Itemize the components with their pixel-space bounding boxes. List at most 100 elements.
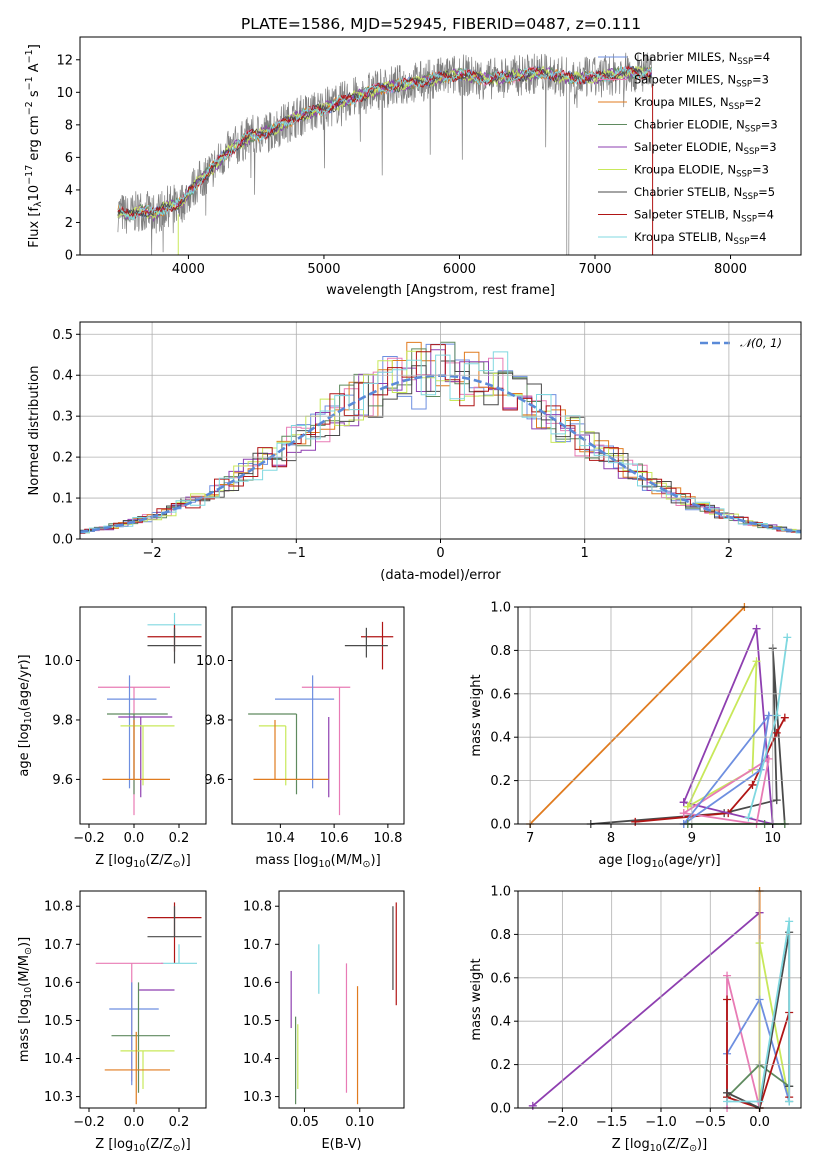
series-marker-salpeter-stelib (772, 728, 781, 737)
y-axis-label: mass [log10(M/M⊙)] (17, 937, 34, 1062)
label-part: 10 (27, 185, 42, 202)
x-axis-label: Z [log10(Z/Z⊙)] (95, 853, 190, 870)
mass_vs_ebv-panel (290, 902, 397, 1105)
legend-text: Kroupa ELODIE, N (634, 163, 736, 177)
salpeter-stelib-model-line (117, 65, 652, 219)
plot-frame (517, 606, 802, 825)
label-part: ⊙ (689, 1143, 697, 1154)
label-part: 10 (650, 1143, 662, 1154)
x-tick-label: 4000 (172, 262, 205, 277)
y-tick-label: 0.2 (490, 774, 511, 789)
label-part: Z [log (95, 1137, 133, 1152)
plot-frame (79, 606, 207, 825)
hist-salpeter-stelib (80, 344, 801, 534)
y-tick-label: 0.4 (490, 1015, 511, 1030)
y-axis-label: mass weight (469, 674, 484, 756)
x-tick-label: 10.8 (373, 831, 402, 846)
y-tick-label: 2 (65, 216, 73, 231)
y-tick-label: 10.5 (243, 1014, 272, 1029)
hist-kroupa-miles (80, 341, 801, 534)
label-part: 10 (23, 987, 34, 999)
y-tick-label: 9.8 (204, 713, 225, 728)
y-tick-label: 0.6 (490, 687, 511, 702)
legend-label-kroupa-elodie: Kroupa ELODIE, NSSP=3 (634, 163, 769, 180)
y-tick-label: 0.1 (52, 492, 73, 507)
plot-frame (231, 606, 405, 825)
spectrum-panel: wavelength [Angstrom, rest frame] Flux [f… (24, 44, 654, 298)
y-axis-label: Flux [fλ10−17 erg cm−2 s−1 A−1] (24, 44, 44, 248)
label-part: )] (371, 853, 381, 868)
y-tick-label: 0.8 (490, 644, 511, 659)
legend-suffix: =5 (758, 185, 775, 199)
legend-label-chabrier-stelib: Chabrier STELIB, NSSP=5 (634, 185, 775, 202)
y-tick-label: 0.0 (52, 533, 73, 548)
series-line-salpeter-elodie (532, 912, 761, 1107)
legend-label-normal: 𝒩(0, 1) (740, 336, 782, 350)
x-tick-label: −0.5 (694, 1115, 726, 1130)
y-tick-label: 4 (65, 183, 73, 198)
legend-suffix: =3 (761, 118, 778, 132)
label-part: Z [log (95, 853, 133, 868)
label-part: age [log (598, 853, 651, 868)
series-marker-salpeter-stelib (748, 780, 757, 789)
x-tick-label: 0 (436, 546, 444, 561)
plot-frame (79, 890, 207, 1109)
label-part: )] (181, 853, 191, 868)
y-tick-label: 1.0 (490, 601, 511, 616)
series-marker-salpeter-miles (679, 809, 688, 818)
label-part: ⊙ (173, 1143, 181, 1154)
x-tick-label: −0.2 (73, 1115, 105, 1130)
legend-suffix: =4 (749, 230, 766, 244)
legend-sub: SSP (736, 170, 752, 180)
series-marker-kroupa-stelib (785, 917, 794, 926)
series-marker-kroupa-elodie (683, 802, 692, 811)
y-tick-label: 9.6 (52, 773, 73, 788)
label-part: )] (181, 1137, 191, 1152)
y-tick-label: 12 (56, 53, 73, 68)
series-line-kroupa-miles (529, 606, 746, 825)
mass_weight_vs_age-panel: mass weight (469, 603, 792, 828)
y-tick-label: 6 (65, 151, 73, 166)
y-tick-label: 9.8 (52, 713, 73, 728)
label-part: Z [log (612, 1137, 650, 1152)
y-tick-label: 9.6 (204, 773, 225, 788)
label-part: −2 (24, 101, 35, 115)
label-part: 10 (23, 711, 34, 723)
legend-sub: SSP (729, 102, 745, 112)
y-tick-label: 10.8 (44, 900, 73, 915)
legend-text: Salpeter ELODIE, N (634, 140, 744, 154)
legend-text: Kroupa STELIB, N (634, 230, 734, 244)
y-tick-label: 10.0 (196, 654, 225, 669)
x-tick-label: −0.2 (73, 831, 105, 846)
label-part: −17 (24, 165, 35, 185)
legend-label-chabrier-elodie: Chabrier ELODIE, NSSP=3 (634, 118, 778, 135)
series-marker-salpeter-miles (764, 754, 773, 763)
x-axis-label: wavelength [Angstrom, rest frame] (326, 283, 555, 298)
x-tick-label: 0.10 (345, 1115, 374, 1130)
y-tick-label: 10.6 (44, 976, 73, 991)
x-tick-label: 0.2 (169, 1115, 190, 1130)
series-marker-chabrier-miles (764, 711, 773, 720)
legend-text: Kroupa MILES, N (634, 95, 729, 109)
x-tick-label: 0.0 (749, 1115, 770, 1130)
label-part: s (27, 90, 42, 101)
residuals-frame: −2 −1 0 1 2 0.0 0.1 0.2 0.3 0.4 0.5 (52, 321, 802, 561)
legend-suffix: =4 (753, 50, 770, 64)
legend-suffix: =2 (744, 95, 761, 109)
label-part: 10 (652, 859, 664, 870)
series-line-salpeter-elodie (682, 628, 774, 826)
x-axis-label: Z [log10(Z/Z⊙)] (95, 1137, 190, 1154)
legend-sub: SSP (736, 80, 752, 90)
label-part: −1 (24, 76, 35, 90)
series-marker-chabrier-stelib (723, 1088, 732, 1097)
label-part: (Z/Z (662, 1137, 689, 1152)
series-marker-chabrier-stelib (772, 796, 781, 805)
series-marker-salpeter-stelib (723, 995, 732, 1004)
y-tick-label: 10.7 (44, 938, 73, 953)
x-tick-label: 8 (607, 831, 615, 846)
series-marker-salpeter-stelib (631, 817, 640, 826)
x-tick-label: 10.6 (320, 831, 349, 846)
label-part: (M/M (17, 955, 32, 987)
label-part: (age/yr)] (17, 654, 32, 711)
